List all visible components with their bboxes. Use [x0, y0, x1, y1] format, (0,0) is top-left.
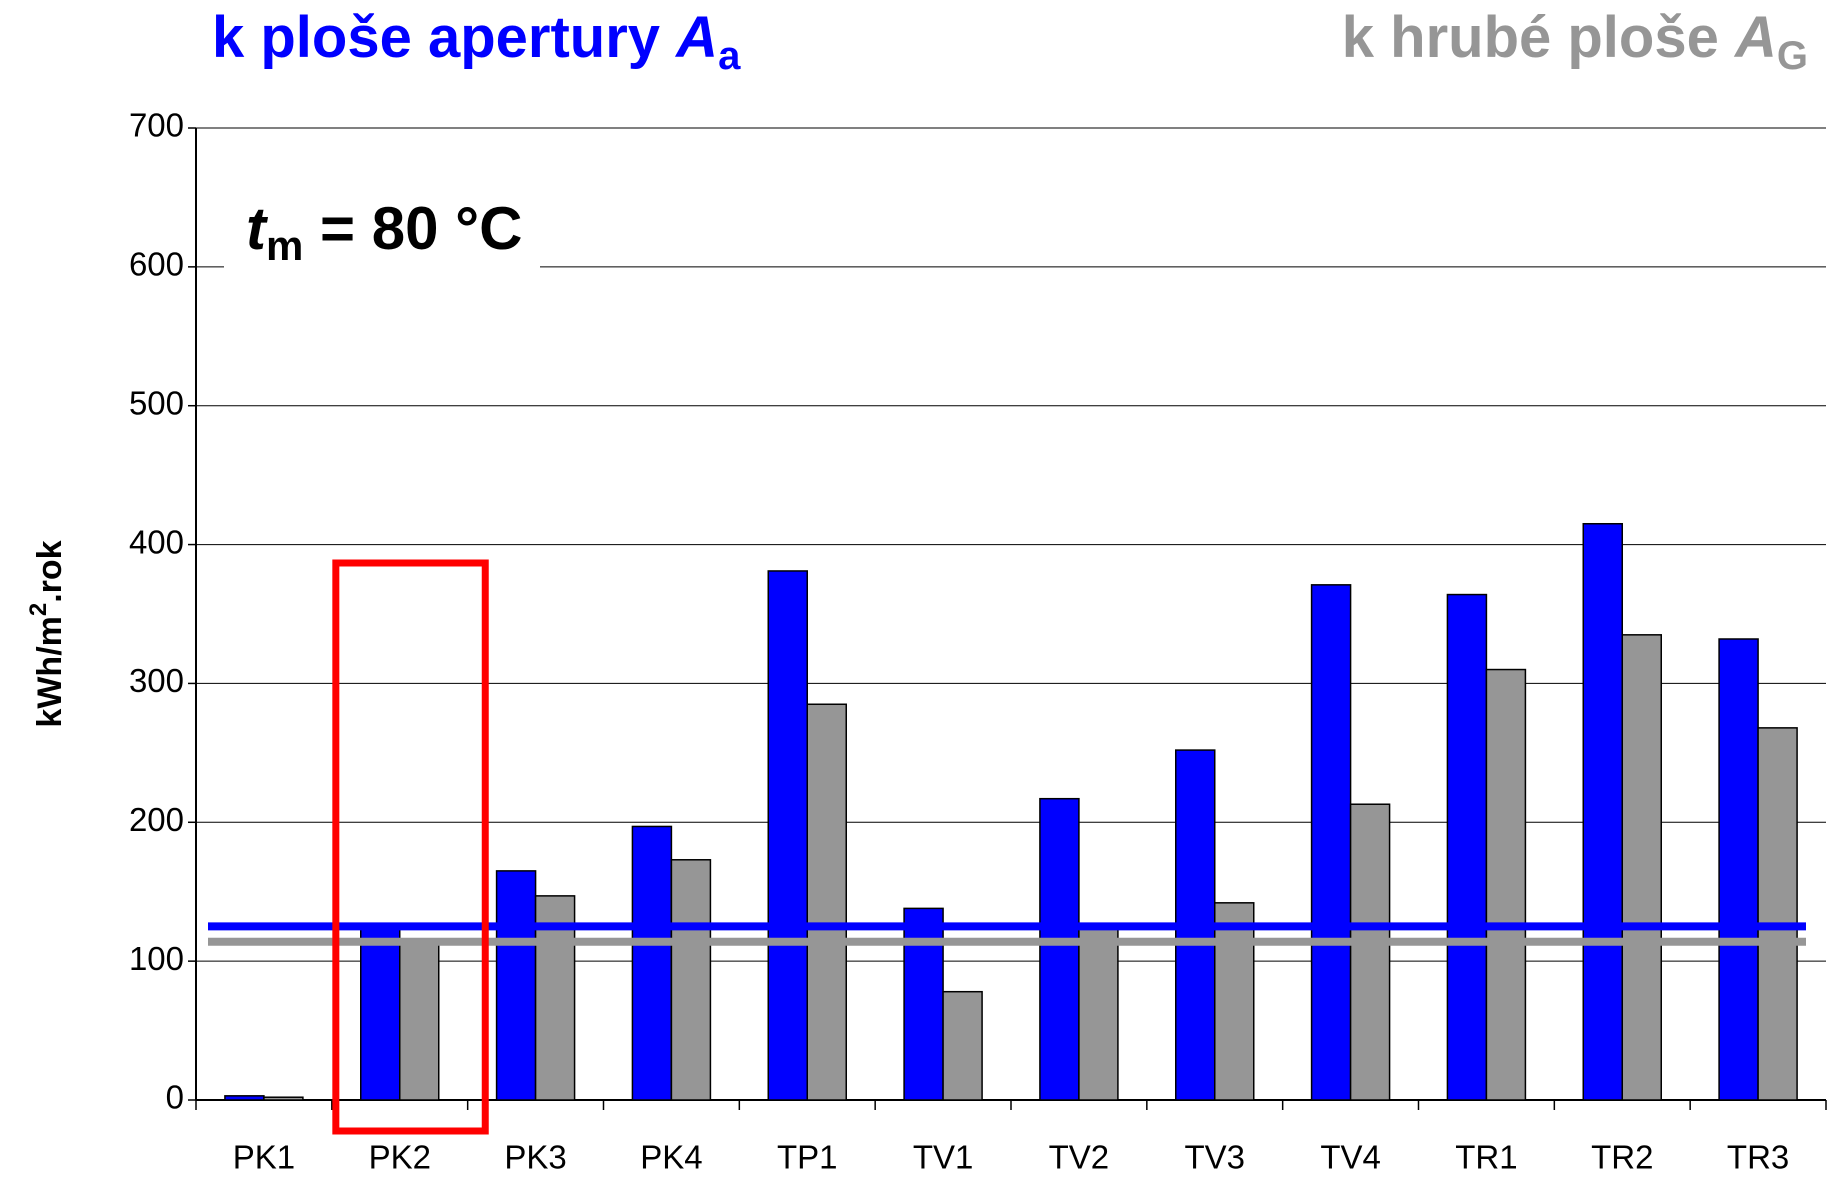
- x-tick-label: TV3: [1184, 1139, 1245, 1176]
- bar: [1621, 634, 1662, 1101]
- x-tick-label: TP1: [777, 1139, 838, 1176]
- bar: [670, 859, 712, 1101]
- y-tick-label: 300: [129, 662, 184, 699]
- x-tick-label: TR2: [1591, 1139, 1653, 1176]
- x-tick-label: PK3: [504, 1139, 566, 1176]
- bar: [1039, 797, 1080, 1101]
- bar: [263, 1096, 304, 1101]
- x-tick-label: PK2: [369, 1139, 431, 1176]
- bar: [495, 870, 537, 1101]
- y-tick-label: 500: [129, 384, 184, 421]
- y-tick-label: 200: [129, 801, 184, 838]
- y-tick-label: 100: [129, 940, 184, 977]
- bar: [1310, 584, 1352, 1101]
- title-right: k hrubé ploše AG: [1342, 5, 1808, 77]
- bar: [903, 907, 944, 1101]
- bar: [1582, 522, 1623, 1101]
- x-tick-label: TR1: [1455, 1139, 1517, 1176]
- bar: [1349, 803, 1391, 1101]
- x-tick-label: PK4: [640, 1139, 702, 1176]
- bar: [1446, 593, 1488, 1101]
- x-tick-label: TV2: [1049, 1139, 1110, 1176]
- bar: [1214, 902, 1255, 1101]
- y-tick-label: 0: [166, 1079, 184, 1116]
- y-axis-label: kWh/m2.rok: [25, 540, 69, 727]
- bar: [224, 1095, 265, 1101]
- bar: [1757, 727, 1798, 1101]
- annotation-bg: [224, 190, 540, 280]
- bar: [767, 570, 808, 1101]
- x-tick-label: TV1: [913, 1139, 974, 1176]
- bar: [399, 939, 440, 1101]
- bar: [942, 990, 983, 1101]
- x-tick-label: TV4: [1320, 1139, 1381, 1176]
- highlight-box: [332, 559, 489, 1135]
- title-left: k ploše apertury Aa: [212, 5, 741, 77]
- x-tick-label: TR3: [1727, 1139, 1789, 1176]
- bar: [1078, 925, 1119, 1101]
- y-tick-label: 600: [129, 246, 184, 283]
- x-tick-label: PK1: [233, 1139, 295, 1176]
- bar: [360, 925, 401, 1101]
- bar: [631, 825, 673, 1101]
- bar: [806, 703, 847, 1101]
- annotation: tm = 80 °C: [246, 195, 522, 269]
- y-tick-label: 400: [129, 523, 184, 560]
- bar: [1485, 668, 1527, 1101]
- y-tick-label: 700: [129, 107, 184, 144]
- bar: [1718, 638, 1759, 1101]
